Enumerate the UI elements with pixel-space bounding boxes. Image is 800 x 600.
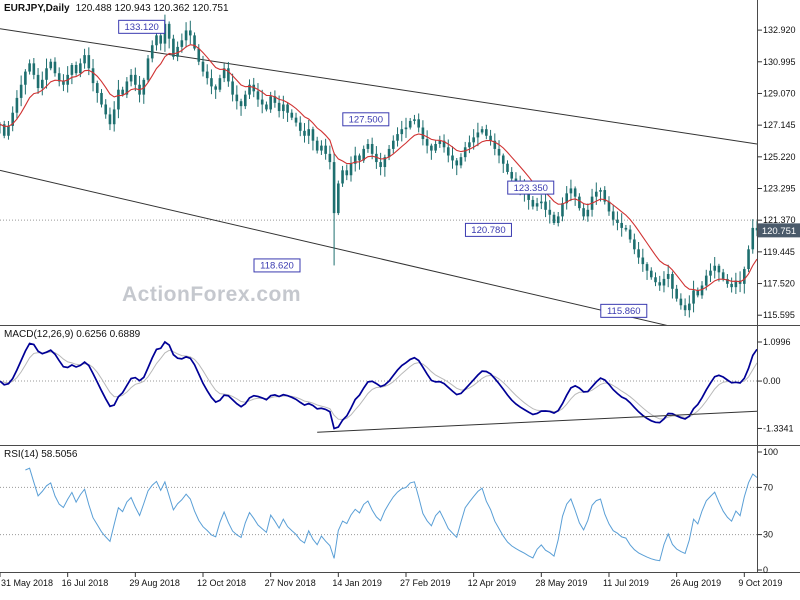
y-axis-label: 132.920 bbox=[763, 25, 796, 35]
y-axis-label: 125.220 bbox=[763, 152, 796, 162]
x-axis-label: 27 Nov 2018 bbox=[265, 578, 316, 588]
x-axis-label: 9 Oct 2019 bbox=[738, 578, 782, 588]
y-axis-label: 129.070 bbox=[763, 88, 796, 98]
watermark: ActionForex.com bbox=[122, 283, 302, 306]
price-annotation[interactable]: 127.500 bbox=[342, 112, 390, 127]
x-axis-label: 16 Jul 2018 bbox=[62, 578, 109, 588]
svg-text:120.780: 120.780 bbox=[471, 225, 505, 236]
y-axis-label: 1.0996 bbox=[763, 337, 791, 347]
x-axis-label: 11 Jul 2019 bbox=[603, 578, 649, 588]
y-axis-label: 70 bbox=[763, 482, 773, 492]
price-annotation[interactable]: 133.120 bbox=[118, 19, 166, 34]
y-axis-label: 100 bbox=[763, 447, 778, 457]
rsi-line bbox=[25, 467, 757, 562]
symbol-period-label: EURJPY,Daily bbox=[4, 3, 70, 14]
svg-text:127.500: 127.500 bbox=[349, 115, 383, 126]
x-axis-label: 12 Apr 2019 bbox=[468, 578, 517, 588]
x-axis-label: 12 Oct 2018 bbox=[197, 578, 246, 588]
svg-text:118.620: 118.620 bbox=[260, 261, 294, 272]
y-axis-label: 130.995 bbox=[763, 57, 796, 67]
moving-average-line bbox=[0, 44, 757, 292]
macd-line bbox=[0, 340, 757, 430]
x-axis-label: 26 Aug 2019 bbox=[671, 578, 722, 588]
y-axis-label: 0.00 bbox=[763, 376, 781, 386]
macd-trendline[interactable] bbox=[317, 410, 757, 433]
svg-text:120.751: 120.751 bbox=[762, 226, 796, 237]
channel-line-1[interactable] bbox=[0, 28, 757, 145]
macd-indicator-values: 0.6256 0.6889 bbox=[76, 329, 141, 340]
price-panel bbox=[0, 28, 757, 325]
x-axis-label: 28 May 2019 bbox=[535, 578, 587, 588]
y-axis-label: 0 bbox=[763, 565, 768, 575]
x-axis-label: 31 May 2018 bbox=[1, 578, 53, 588]
y-axis-label: 121.370 bbox=[763, 215, 796, 225]
candlesticks bbox=[0, 14, 757, 318]
svg-text:123.350: 123.350 bbox=[514, 183, 548, 194]
price-annotation[interactable]: 118.620 bbox=[253, 258, 301, 273]
macd-signal-line bbox=[0, 349, 757, 421]
price-annotation[interactable]: 123.350 bbox=[507, 180, 555, 195]
y-axis-label: 123.295 bbox=[763, 184, 796, 194]
svg-text:133.120: 133.120 bbox=[125, 22, 159, 33]
x-axis-label: 27 Feb 2019 bbox=[400, 578, 451, 588]
y-axis-label: 127.145 bbox=[763, 120, 796, 130]
current-price-tag: 120.751 bbox=[758, 223, 800, 238]
ohlc-values: 120.488 120.943 120.362 120.751 bbox=[75, 3, 229, 14]
rsi-indicator-values: 58.5056 bbox=[41, 449, 78, 460]
y-axis-label: 30 bbox=[763, 530, 773, 540]
macd-panel bbox=[0, 340, 757, 433]
price-annotation[interactable]: 120.780 bbox=[464, 222, 512, 237]
price-panel-title: EURJPY,Daily 120.488 120.943 120.362 120.… bbox=[4, 3, 229, 14]
x-axis-label: 29 Aug 2018 bbox=[129, 578, 180, 588]
x-axis-label: 14 Jan 2019 bbox=[332, 578, 382, 588]
macd-indicator-label: MACD(12,26,9) bbox=[4, 329, 74, 340]
svg-text:115.860: 115.860 bbox=[607, 306, 641, 317]
y-axis-label: 117.520 bbox=[763, 279, 795, 289]
y-axis-label: 115.595 bbox=[763, 310, 795, 320]
y-axis-label: 119.445 bbox=[763, 247, 795, 257]
macd-panel-title: MACD(12,26,9) 0.6256 0.6889 bbox=[4, 329, 140, 340]
price-annotation[interactable]: 115.860 bbox=[600, 303, 648, 318]
rsi-indicator-label: RSI(14) bbox=[4, 449, 39, 460]
rsi-panel-title: RSI(14) 58.5056 bbox=[4, 449, 77, 460]
y-axis-label: -1.3341 bbox=[763, 423, 794, 433]
